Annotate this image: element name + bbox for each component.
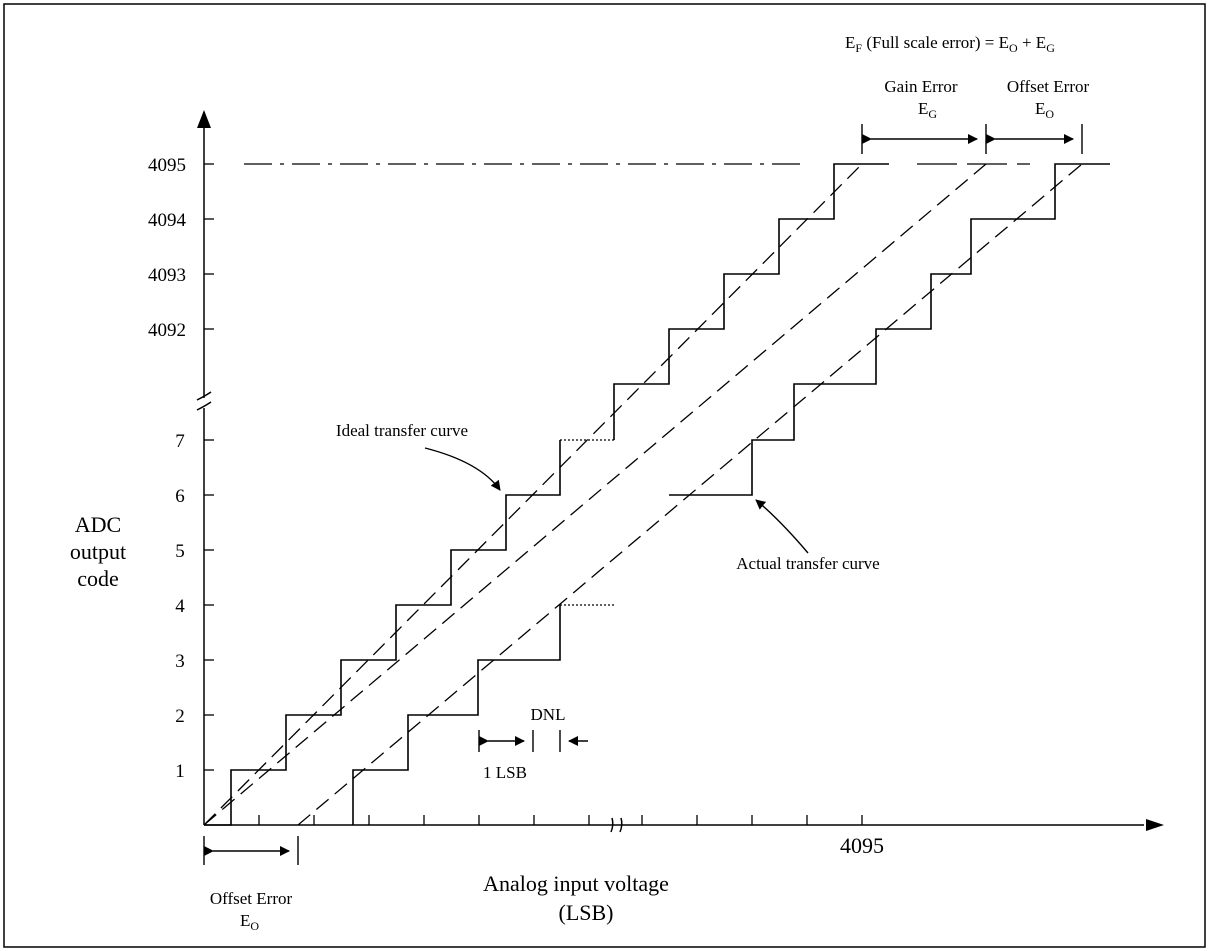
offset-error-top-symbol: EO (1035, 99, 1054, 121)
x-axis (204, 817, 1144, 833)
ideal-transfer-curve-label: Ideal transfer curve (336, 421, 468, 440)
actual-transfer-staircase-upper (669, 163, 1110, 496)
y-tick-label: 4095 (148, 155, 186, 176)
dashed-reference-lines (203, 163, 1083, 826)
error-dimension-markers (861, 124, 1083, 154)
gain-error-symbol: EG (918, 99, 937, 121)
ideal-transfer-staircase-upper (613, 163, 889, 440)
actual-pointer-arrow (755, 499, 809, 554)
one-lsb-label: 1 LSB (483, 763, 527, 782)
y-axis (196, 112, 212, 825)
gain-error-label: Gain Error (884, 77, 958, 96)
x-axis-ticks (258, 815, 863, 825)
x-tick-label: 4095 (840, 833, 884, 858)
y-tick-label: 6 (175, 486, 185, 507)
y-tick-label: 1 (175, 761, 185, 782)
offset-error-bottom-symbol: EO (240, 911, 259, 933)
curve-pointer-arrows (424, 447, 809, 554)
outer-frame (3, 3, 1206, 948)
y-axis-arrowhead (197, 110, 211, 128)
x-axis-arrowhead (1146, 819, 1164, 831)
y-tick-label: 5 (175, 541, 185, 562)
y-tick-label: 3 (175, 651, 185, 672)
y-axis-label: ADC output code (70, 512, 126, 591)
ideal-transfer-staircase (204, 440, 561, 826)
y-tick-label: 4094 (148, 210, 187, 231)
x-axis-label-line2: (LSB) (559, 900, 614, 925)
lsb-dnl-markers (478, 730, 588, 752)
y-tick-label: 4092 (148, 320, 186, 341)
ideal-pointer-arrow (424, 447, 501, 491)
y-tick-label: 7 (175, 431, 185, 452)
y-tick-label: 4 (175, 596, 185, 617)
full-scale-error-label: EF (Full scale error) = EO + EG (845, 33, 1055, 55)
offset-error-bottom-label: Offset Error (210, 889, 293, 908)
y-axis-label-line: output (70, 539, 126, 564)
offset-error-dimension (203, 836, 299, 865)
x-axis-label-line1: Analog input voltage (483, 871, 669, 896)
y-axis-label-line: ADC (75, 512, 121, 537)
y-axis-ticks (204, 163, 214, 771)
y-tick-label: 4093 (148, 265, 186, 286)
offset-error-top-label: Offset Error (1007, 77, 1090, 96)
actual-transfer-curve-label: Actual transfer curve (736, 554, 879, 573)
y-tick-label: 2 (175, 706, 185, 727)
y-axis-label-line: code (77, 566, 119, 591)
y-tick-labels: 4095 4094 4093 4092 7 6 5 4 3 2 1 (148, 155, 187, 782)
dnl-label: DNL (531, 705, 566, 724)
actual-transfer-staircase (352, 605, 561, 825)
